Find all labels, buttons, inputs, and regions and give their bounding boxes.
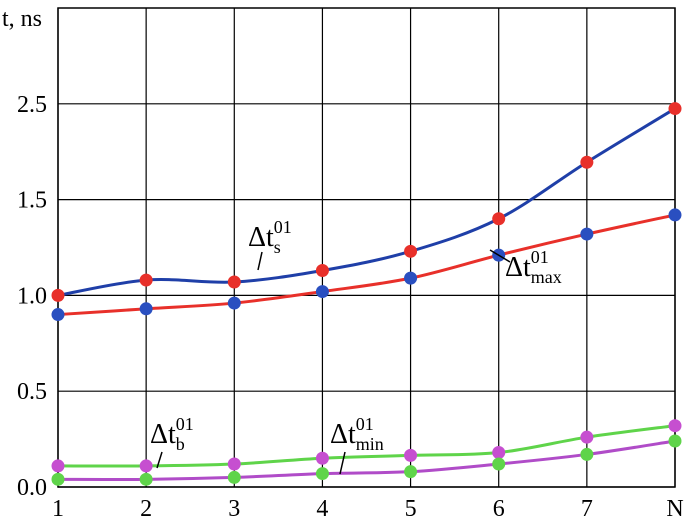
data-point: [227, 275, 241, 289]
x-tick-label: 7: [581, 496, 593, 522]
label-leader: [489, 249, 511, 263]
data-point: [139, 302, 153, 316]
data-point: [315, 263, 329, 277]
y-tick-label: 2.5: [17, 92, 47, 118]
data-point: [51, 308, 65, 322]
x-tick-label: 4: [316, 496, 328, 522]
x-tick-label: 5: [405, 496, 417, 522]
data-point: [51, 459, 65, 473]
x-tick-label: 6: [493, 496, 505, 522]
y-tick-label: 0.5: [17, 379, 47, 405]
y-axis-label: t, ns: [2, 6, 42, 32]
data-point: [668, 419, 682, 433]
label-leader: [156, 451, 163, 469]
data-point: [492, 457, 506, 471]
series-line: [57, 107, 676, 297]
y-tick-label: 1.0: [17, 283, 47, 309]
data-point: [51, 472, 65, 486]
data-point: [315, 451, 329, 465]
x-tick-label: N: [666, 496, 683, 522]
series-label: Δts01: [248, 217, 292, 257]
series-line: [57, 439, 676, 481]
label-sup: 01: [356, 414, 374, 434]
data-point: [580, 155, 594, 169]
label-base: Δt: [330, 419, 356, 450]
label-sub: b: [176, 434, 185, 454]
label-sup: 01: [176, 414, 194, 434]
series-line: [57, 424, 676, 468]
data-point: [492, 212, 506, 226]
data-point: [315, 467, 329, 481]
data-point: [580, 430, 594, 444]
x-tick-label: 3: [228, 496, 240, 522]
series-line: [57, 213, 676, 317]
data-point: [580, 227, 594, 241]
label-base: Δt: [248, 222, 274, 253]
plot-frame: [57, 7, 676, 488]
data-point: [139, 459, 153, 473]
data-point: [404, 244, 418, 258]
label-sub: min: [356, 434, 384, 454]
data-point: [668, 102, 682, 116]
label-base: Δt: [150, 419, 176, 450]
x-tick-label: 2: [140, 496, 152, 522]
data-point: [668, 434, 682, 448]
data-point: [227, 470, 241, 484]
data-point: [51, 288, 65, 302]
data-point: [139, 273, 153, 287]
data-point: [315, 285, 329, 299]
data-point: [139, 472, 153, 486]
y-tick-label: 1.5: [17, 188, 47, 214]
series-label: Δtmin01: [330, 414, 384, 454]
label-sup: 01: [531, 247, 549, 267]
data-point: [404, 271, 418, 285]
label-sup: 01: [274, 217, 292, 237]
label-sub: max: [531, 267, 562, 287]
data-point: [492, 446, 506, 460]
series-label: Δtb01: [150, 414, 194, 454]
series-label: Δtmax01: [505, 247, 562, 287]
data-point: [668, 208, 682, 222]
label-sub: s: [274, 237, 281, 257]
data-point: [404, 465, 418, 479]
label-leader: [339, 451, 346, 475]
data-point: [580, 447, 594, 461]
data-point: [227, 296, 241, 310]
data-point: [227, 457, 241, 471]
x-tick-label: 1: [52, 496, 64, 522]
data-point: [404, 448, 418, 462]
label-base: Δt: [505, 252, 531, 283]
y-tick-label: 0.0: [17, 475, 47, 501]
label-leader: [257, 251, 263, 271]
